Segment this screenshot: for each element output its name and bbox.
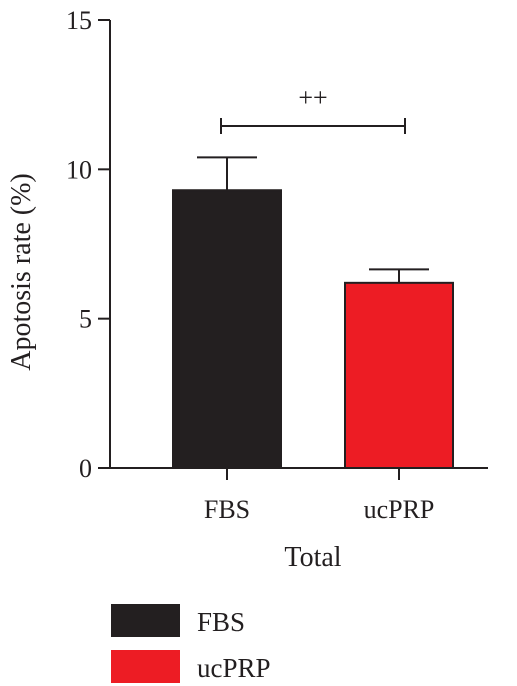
y-tick-label: 0 (79, 454, 92, 483)
x-tick-label-fbs: FBS (204, 495, 250, 524)
legend-label-ucprp: ucPRP (197, 653, 271, 683)
y-tick-label: 15 (66, 6, 92, 35)
y-tick-label: 5 (79, 305, 92, 334)
significance-label: ++ (298, 83, 327, 112)
legend: FBS ucPRP (111, 604, 271, 683)
y-axis-ticks: 0 5 10 15 (66, 6, 110, 483)
bars (172, 156, 454, 470)
legend-swatch-ucprp (111, 650, 180, 683)
bar-fbs (172, 189, 282, 470)
significance-bracket: ++ (220, 83, 406, 134)
y-tick-label: 10 (66, 155, 92, 184)
x-axis-title: Total (284, 542, 341, 573)
x-tick-label-ucprp: ucPRP (364, 495, 435, 524)
legend-label-fbs: FBS (197, 607, 245, 637)
y-axis-title: Apotosis rate (%) (6, 173, 37, 371)
bar-ucprp (344, 281, 454, 469)
x-axis-ticks: FBS ucPRP (204, 468, 435, 524)
legend-swatch-fbs (111, 604, 180, 637)
